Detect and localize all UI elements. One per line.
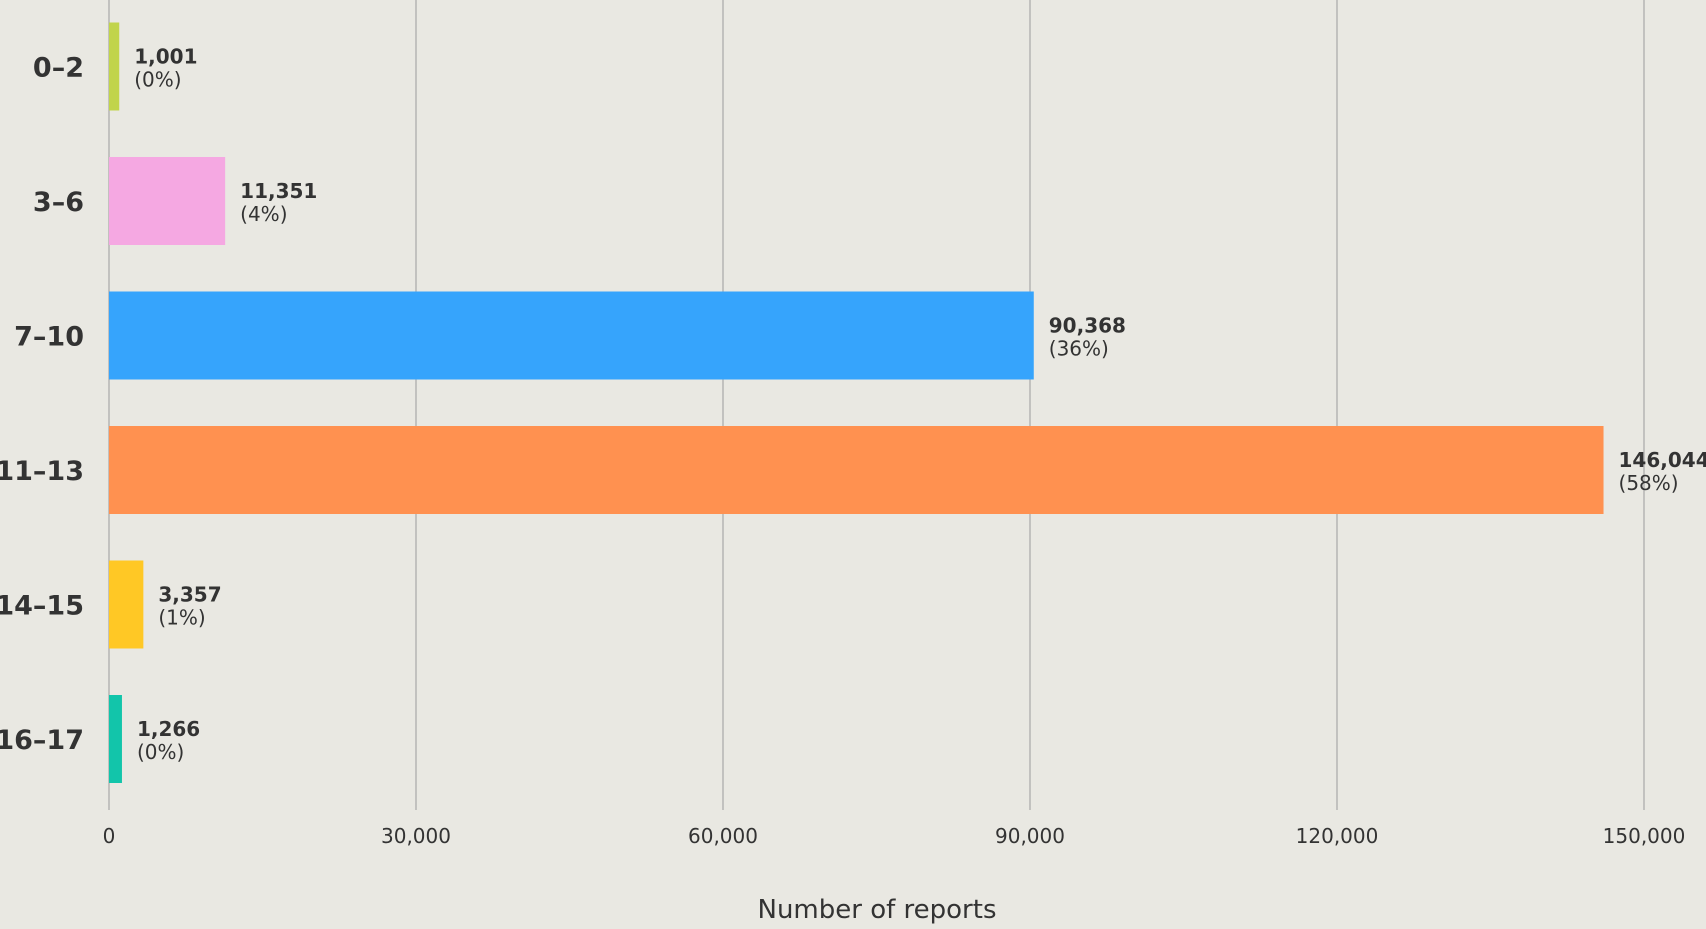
x-tick-label: 120,000 — [1296, 824, 1379, 848]
x-tick-label: 0 — [103, 824, 116, 848]
x-tick-label: 90,000 — [995, 824, 1065, 848]
bar — [109, 291, 1034, 380]
category-label: 16–17 — [0, 725, 84, 756]
data-label-value: 1,266 — [137, 717, 200, 741]
x-tick-label: 150,000 — [1603, 824, 1686, 848]
x-tick-label: 30,000 — [381, 824, 451, 848]
data-label-percent: (36%) — [1049, 337, 1109, 361]
category-label: 14–15 — [0, 591, 84, 622]
bars — [109, 22, 1604, 783]
bar — [109, 695, 122, 783]
data-label-percent: (1%) — [158, 606, 205, 630]
data-label-value: 3,357 — [158, 583, 221, 607]
bar — [109, 560, 144, 649]
bar — [109, 157, 226, 245]
bar — [109, 22, 120, 111]
data-label-value: 1,001 — [134, 45, 197, 69]
data-label-percent: (4%) — [240, 202, 287, 226]
category-label: 7–10 — [14, 322, 84, 353]
x-tick-label: 60,000 — [688, 824, 758, 848]
labels: 0 30,000 60,000 90,000 120,000 150,000 0–2 1,00… — [0, 45, 1706, 849]
category-label: 3–6 — [33, 187, 84, 218]
category-label: 0–2 — [33, 53, 84, 84]
x-axis-title: Number of reports — [758, 895, 997, 925]
data-label-percent: (0%) — [134, 68, 181, 92]
data-label-value: 146,044 — [1619, 448, 1706, 472]
data-label-percent: (58%) — [1619, 471, 1679, 495]
data-label-value: 90,368 — [1049, 314, 1126, 338]
category-label: 11–13 — [0, 456, 84, 487]
data-label-percent: (0%) — [137, 740, 184, 764]
gridlines — [108, 0, 1645, 810]
bar — [109, 426, 1604, 514]
data-label-value: 11,351 — [240, 179, 317, 203]
